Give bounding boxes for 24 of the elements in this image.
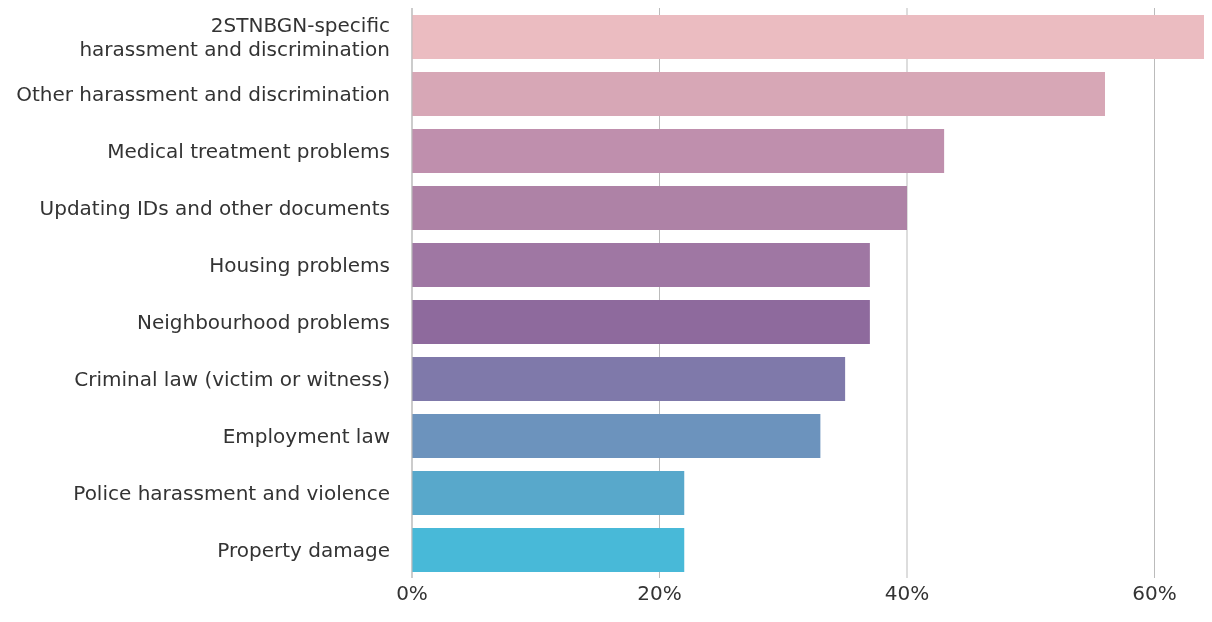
y-tick-label: Other harassment and discrimination (16, 81, 390, 106)
y-tick-label: Medical treatment problems (107, 138, 390, 163)
bar (412, 357, 846, 401)
x-tick-label: 20% (637, 581, 682, 606)
y-tick-label: Police harassment and violence (73, 480, 390, 505)
bar (412, 15, 1204, 59)
y-tick-label: Neighbourhood problems (136, 309, 390, 334)
x-tick-label: 60% (1132, 581, 1177, 606)
bar (412, 414, 821, 458)
bar (412, 528, 685, 572)
bar (412, 243, 870, 287)
y-tick-label: Employment law (222, 423, 390, 448)
y-tick-label: Housing problems (209, 252, 390, 277)
x-tick-label: 0% (396, 581, 428, 606)
x-tick-label: 40% (884, 581, 930, 606)
y-tick-label: Criminal law (victim or witness) (74, 366, 390, 391)
bar (412, 471, 685, 515)
bar (412, 129, 945, 173)
y-tick-label: 2STNBGN-specific harassment and discrimination (79, 12, 390, 61)
y-tick-label: Updating IDs and other documents (39, 195, 390, 220)
bar (412, 186, 907, 230)
y-tick-label: Property damage (217, 537, 390, 562)
bar (412, 300, 870, 344)
bar (412, 72, 1105, 116)
